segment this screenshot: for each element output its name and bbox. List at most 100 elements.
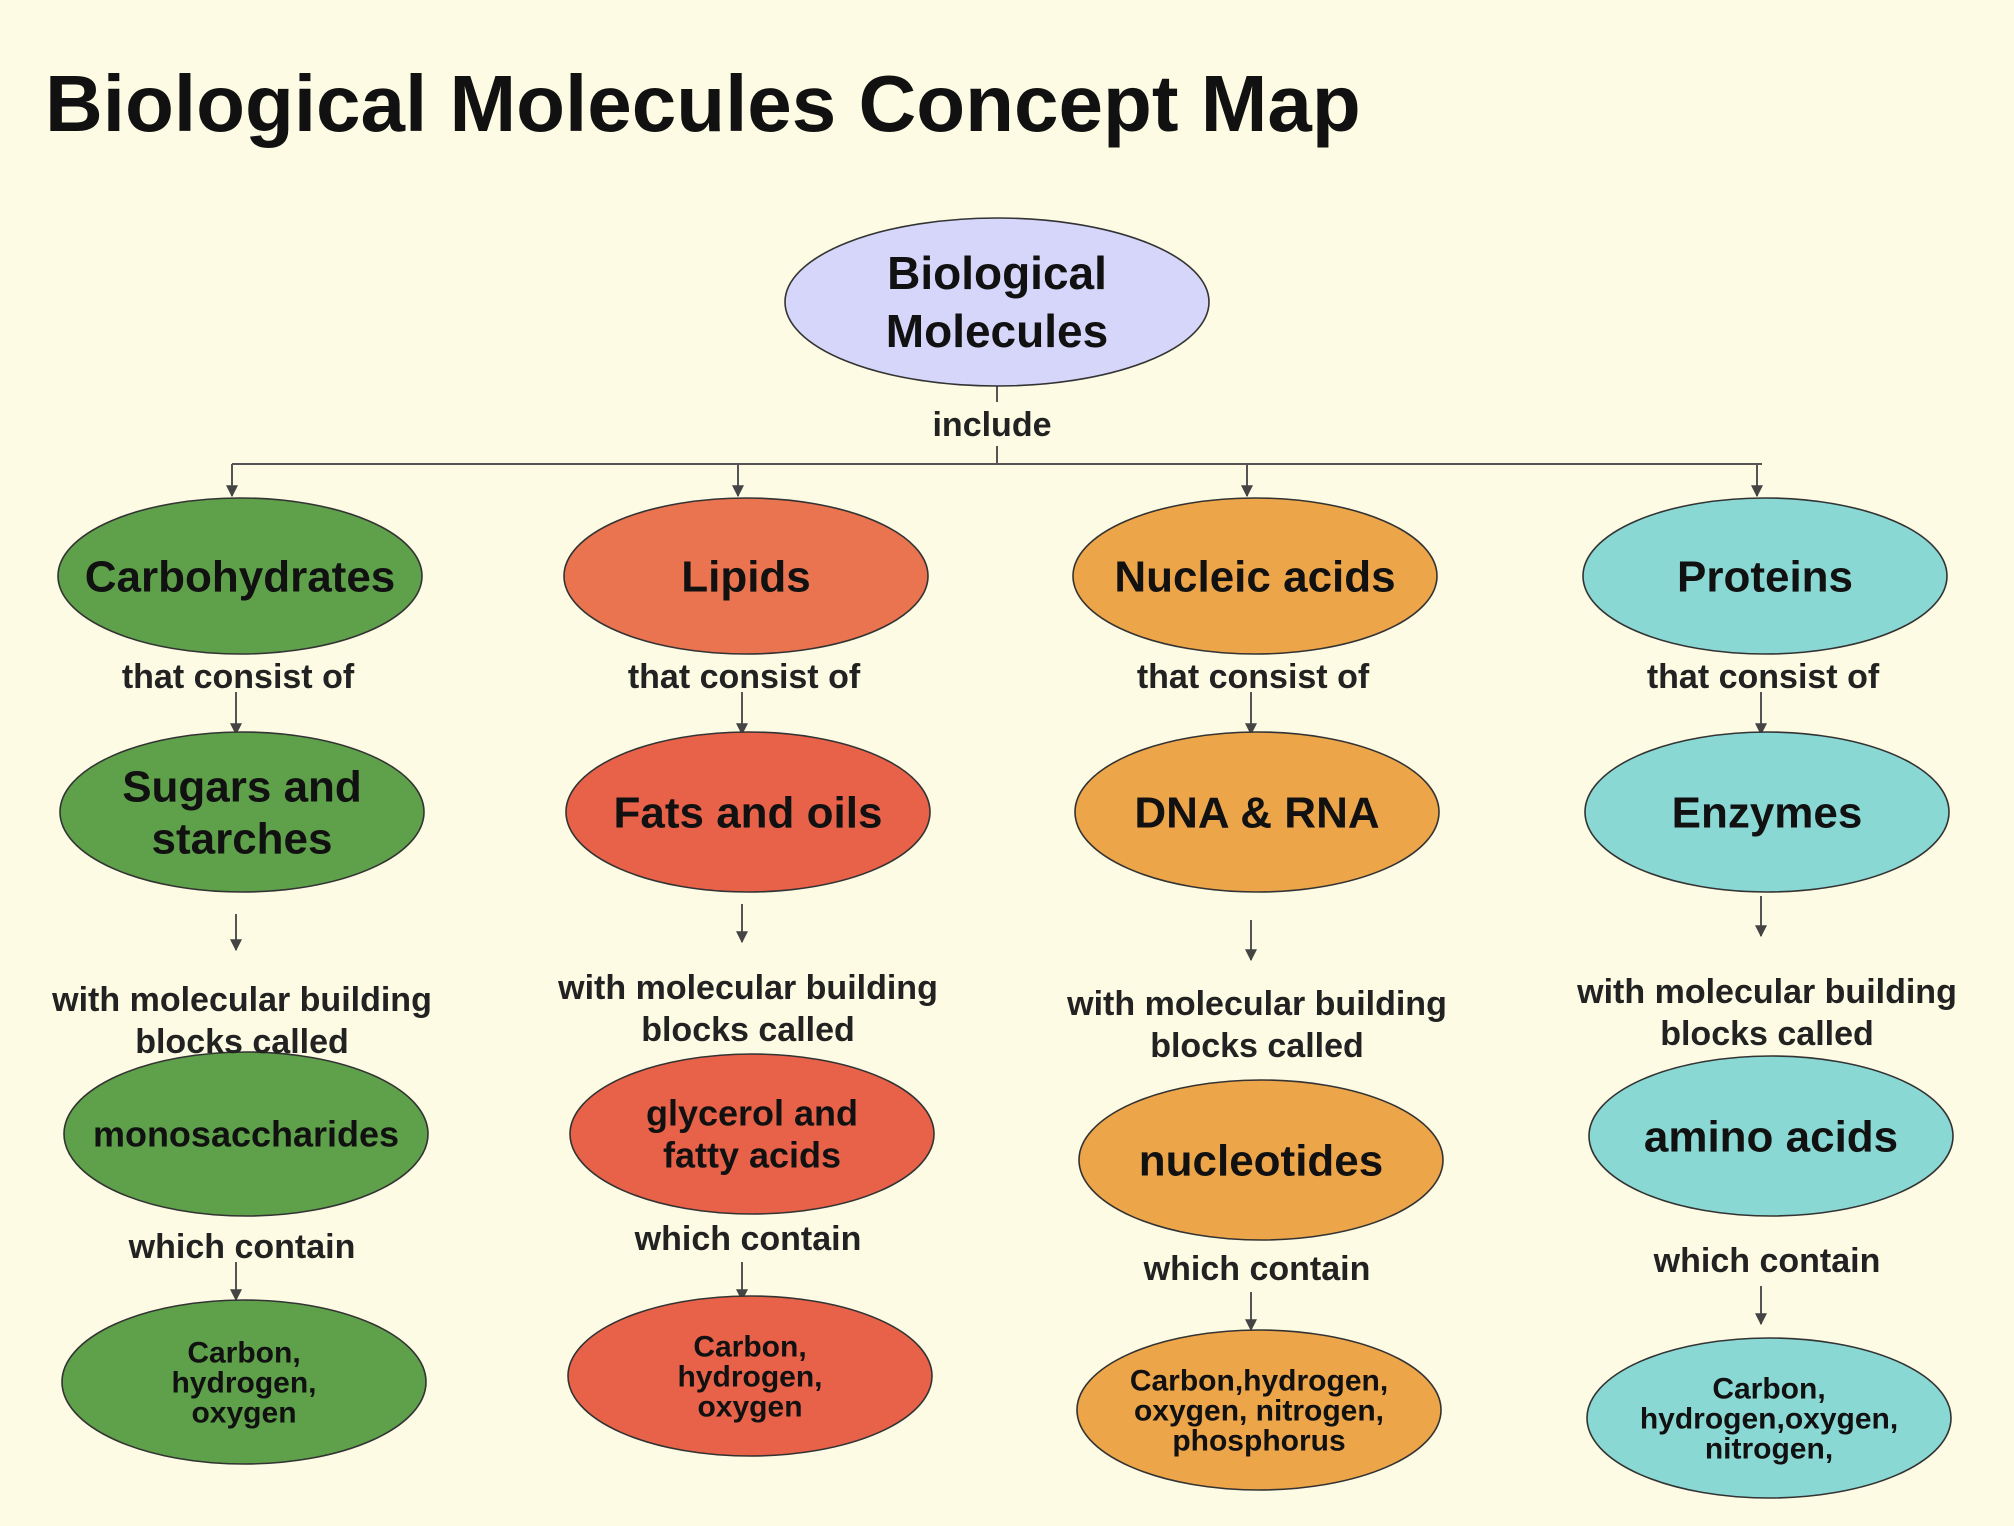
proteins-link-contain-line: which contain — [1653, 1242, 1881, 1280]
proteins-group-node-shape — [1584, 731, 1950, 893]
carbohydrates-link-consist: that consist of — [122, 658, 355, 696]
lipids-link-building-blocks-line: blocks called — [641, 1011, 855, 1049]
lipids-category-node-label: Lipids — [681, 552, 811, 601]
root-node: Biological Molecules — [784, 217, 1210, 387]
page-title: Biological Molecules Concept Map — [45, 59, 1361, 148]
lipids-category-node-label-line: Lipids — [681, 552, 811, 601]
nucleic-acids-link-consist-line: that consist of — [1137, 658, 1370, 696]
carbohydrates-unit-node-label-line: monosaccharides — [93, 1114, 399, 1155]
lipids-link-consist: that consist of — [628, 658, 861, 696]
proteins-category-node-label-line: Proteins — [1677, 552, 1853, 601]
carbohydrates-category-node-label-line: Carbohydrates — [85, 552, 396, 601]
lipids-unit-node-label-line: glycerol and — [646, 1093, 858, 1134]
proteins-category-node-label: Proteins — [1677, 552, 1853, 601]
proteins-link-building-blocks-line: with molecular building — [1576, 973, 1957, 1011]
link-label-include: include — [932, 406, 1051, 444]
lipids-elements-node-label: Carbon, hydrogen, oxygen — [677, 1331, 822, 1424]
carbohydrates-elements-node-shape — [61, 1299, 427, 1465]
lipids-elements-node: Carbon, hydrogen, oxygen — [567, 1295, 933, 1457]
lipids-category-node-shape — [563, 497, 929, 655]
carbohydrates-link-contain-line: which contain — [128, 1228, 356, 1266]
proteins-elements-node-label-line: hydrogen,oxygen, — [1640, 1403, 1898, 1436]
proteins-unit-node-label-line: amino acids — [1644, 1112, 1898, 1161]
proteins-link-contain: which contain — [1653, 1242, 1881, 1280]
lipids-group-node-label: Fats and oils — [614, 788, 883, 837]
nucleic-acids-elements-node-label-line: phosphorus — [1172, 1425, 1345, 1458]
carbohydrates-elements-node-label-line: hydrogen, — [171, 1367, 316, 1400]
lipids-unit-node-shape — [569, 1053, 935, 1215]
proteins-group-node-label-line: Enzymes — [1672, 788, 1863, 837]
lipids-unit-node-label: glycerol and fatty acids — [646, 1093, 858, 1176]
carbohydrates-category-node-shape — [57, 497, 423, 655]
proteins-elements-node-label-line: nitrogen, — [1705, 1433, 1833, 1466]
nucleic-acids-link-building-blocks-line: with molecular building — [1066, 985, 1447, 1023]
proteins-unit-node-label: amino acids — [1644, 1112, 1898, 1161]
carbohydrates-elements-node-label-line: oxygen — [191, 1397, 296, 1430]
nucleic-acids-unit-node-label: nucleotides — [1139, 1136, 1384, 1185]
nucleic-acids-link-building-blocks: with molecular building blocks called — [1066, 985, 1447, 1065]
connector-lines — [226, 386, 1767, 1332]
carbohydrates-elements-node-label-line: Carbon, — [187, 1337, 300, 1370]
carbohydrates-category-node-label: Carbohydrates — [85, 552, 396, 601]
carbohydrates-elements-node-label: Carbon, hydrogen, oxygen — [171, 1337, 316, 1430]
nucleic-acids-group-node-label-line: DNA & RNA — [1134, 788, 1379, 837]
link-labels: include that consist of with molecular bui… — [51, 406, 1957, 1288]
proteins-elements-node-label-line: Carbon, — [1712, 1373, 1825, 1406]
proteins-unit-node: amino acids — [1588, 1055, 1954, 1217]
carbohydrates-unit-node-shape — [63, 1051, 429, 1217]
carbohydrates-group-node-label-line: Sugars and — [122, 762, 362, 811]
carbohydrates-elements-node: Carbon, hydrogen, oxygen — [61, 1299, 427, 1465]
carbohydrates-link-building-blocks-line: blocks called — [135, 1023, 349, 1061]
carbohydrates-unit-node-label: monosaccharides — [93, 1114, 399, 1155]
link-label-include-line: include — [932, 406, 1051, 444]
nucleic-acids-group-node: DNA & RNA — [1074, 731, 1440, 893]
proteins-link-building-blocks-line: blocks called — [1660, 1015, 1874, 1053]
proteins-unit-node-shape — [1588, 1055, 1954, 1217]
nucleic-acids-link-contain: which contain — [1143, 1250, 1371, 1288]
proteins-link-consist: that consist of — [1647, 658, 1880, 696]
lipids-link-building-blocks-line: with molecular building — [557, 969, 938, 1007]
proteins-category-node-shape — [1582, 497, 1948, 655]
nucleic-acids-link-contain-line: which contain — [1143, 1250, 1371, 1288]
carbohydrates-link-contain: which contain — [128, 1228, 356, 1266]
lipids-group-node: Fats and oils — [565, 731, 931, 893]
nucleic-acids-link-consist: that consist of — [1137, 658, 1370, 696]
carbohydrates-group-node-label: Sugars and starches — [122, 762, 362, 863]
concept-nodes: Biological Molecules Carbohydrates Sugars a… — [57, 217, 1954, 1499]
proteins-elements-node-shape — [1586, 1337, 1952, 1499]
nucleic-acids-category-node-label-line: Nucleic acids — [1114, 552, 1395, 601]
nucleic-acids-link-building-blocks-line: blocks called — [1150, 1027, 1364, 1065]
lipids-group-node-shape — [565, 731, 931, 893]
nucleic-acids-elements-node: Carbon,hydrogen, oxygen, nitrogen, phospho… — [1076, 1329, 1442, 1491]
root-node-label: Biological Molecules — [886, 247, 1108, 357]
lipids-elements-node-shape — [567, 1295, 933, 1457]
nucleic-acids-unit-node-shape — [1078, 1079, 1444, 1241]
lipids-elements-node-label-line: Carbon, — [693, 1331, 806, 1364]
carbohydrates-link-building-blocks-line: with molecular building — [51, 981, 432, 1019]
carbohydrates-group-node: Sugars and starches — [59, 731, 425, 893]
proteins-link-building-blocks: with molecular building blocks called — [1576, 973, 1957, 1053]
proteins-link-consist-line: that consist of — [1647, 658, 1880, 696]
lipids-category-node: Lipids — [563, 497, 929, 655]
carbohydrates-group-node-shape — [59, 731, 425, 893]
proteins-elements-node: Carbon, hydrogen,oxygen, nitrogen, — [1586, 1337, 1952, 1499]
nucleic-acids-category-node: Nucleic acids — [1072, 497, 1438, 655]
lipids-elements-node-label-line: oxygen — [697, 1391, 802, 1424]
carbohydrates-link-consist-line: that consist of — [122, 658, 355, 696]
proteins-group-node: Enzymes — [1584, 731, 1950, 893]
root-node-label-line: Molecules — [886, 305, 1108, 357]
lipids-link-contain-line: which contain — [634, 1220, 862, 1258]
proteins-category-node: Proteins — [1582, 497, 1948, 655]
carbohydrates-unit-node: monosaccharides — [63, 1051, 429, 1217]
carbohydrates-category-node: Carbohydrates — [57, 497, 423, 655]
proteins-elements-node-label: Carbon, hydrogen,oxygen, nitrogen, — [1640, 1373, 1898, 1466]
nucleic-acids-unit-node: nucleotides — [1078, 1079, 1444, 1241]
lipids-link-building-blocks: with molecular building blocks called — [557, 969, 938, 1049]
nucleic-acids-elements-node-label: Carbon,hydrogen, oxygen, nitrogen, phospho… — [1130, 1365, 1388, 1458]
nucleic-acids-elements-node-label-line: Carbon,hydrogen, — [1130, 1365, 1388, 1398]
nucleic-acids-group-node-shape — [1074, 731, 1440, 893]
carbohydrates-group-node-label-line: starches — [151, 814, 332, 863]
nucleic-acids-category-node-label: Nucleic acids — [1114, 552, 1395, 601]
lipids-unit-node-label-line: fatty acids — [663, 1135, 841, 1176]
nucleic-acids-group-node-label: DNA & RNA — [1134, 788, 1379, 837]
